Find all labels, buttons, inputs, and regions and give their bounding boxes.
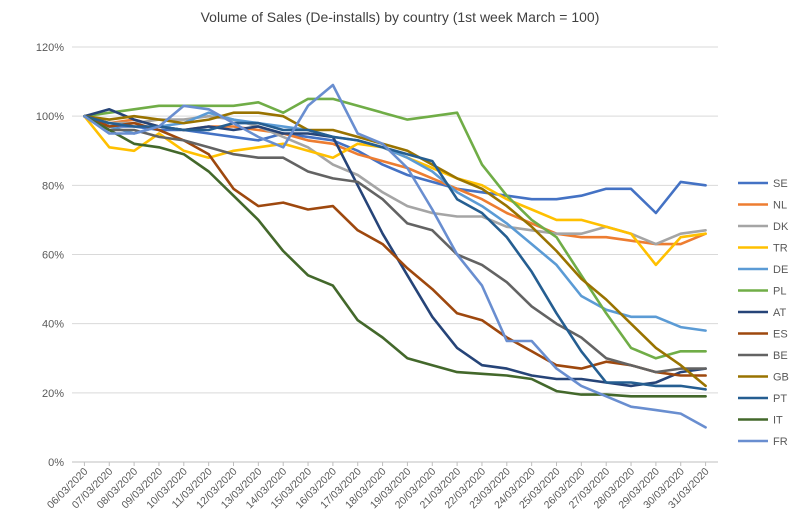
legend: SE NL DK TR DE PL AT ES BE GB PT IT FR: [738, 178, 789, 448]
legend-item-de: DE: [738, 264, 788, 276]
legend-label: SE: [773, 178, 788, 190]
legend-label: ES: [773, 329, 788, 341]
legend-label: FR: [773, 436, 788, 448]
legend-item-at: AT: [738, 307, 787, 319]
legend-item-tr: TR: [738, 243, 788, 255]
chart-title: Volume of Sales (De-installs) by country…: [200, 9, 600, 25]
series-lines: [83, 83, 707, 429]
legend-label: NL: [773, 200, 787, 212]
legend-item-pt: PT: [738, 393, 787, 405]
x-axis-ticks: 06/03/202007/03/202008/03/202009/03/2020…: [45, 462, 712, 511]
y-tick-label: 20%: [42, 388, 64, 400]
legend-item-dk: DK: [738, 221, 789, 233]
legend-label: DK: [773, 221, 789, 233]
legend-item-it: IT: [738, 415, 783, 427]
legend-label: AT: [773, 307, 787, 319]
legend-label: IT: [773, 415, 783, 427]
legend-item-nl: NL: [738, 200, 787, 212]
series-line-nl: [83, 114, 707, 246]
series-line-gb: [83, 111, 707, 388]
legend-item-fr: FR: [738, 436, 788, 448]
series-line-fr: [83, 83, 707, 429]
series-line-dk: [83, 114, 707, 246]
y-tick-label: 40%: [42, 319, 64, 331]
legend-item-es: ES: [738, 329, 788, 341]
legend-label: TR: [773, 243, 788, 255]
legend-item-se: SE: [738, 178, 788, 190]
legend-label: PL: [773, 286, 786, 298]
legend-item-pl: PL: [738, 286, 786, 298]
series-line-be: [83, 114, 707, 374]
legend-label: BE: [773, 350, 788, 362]
legend-label: GB: [773, 372, 789, 384]
y-tick-label: 60%: [42, 250, 64, 262]
series-line-pt: [83, 114, 707, 391]
y-tick-label: 0%: [48, 457, 64, 469]
y-tick-label: 80%: [42, 180, 64, 192]
legend-label: PT: [773, 393, 787, 405]
y-axis-ticks: 0% 20% 40% 60% 80% 100% 120%: [36, 42, 64, 469]
legend-label: DE: [773, 264, 788, 276]
y-tick-label: 120%: [36, 42, 64, 54]
y-tick-label: 100%: [36, 111, 64, 123]
legend-item-be: BE: [738, 350, 788, 362]
legend-item-gb: GB: [738, 372, 789, 384]
